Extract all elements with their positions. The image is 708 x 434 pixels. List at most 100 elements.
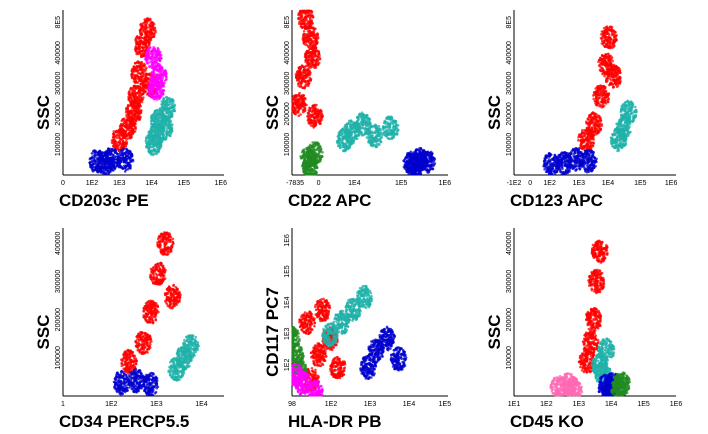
data-point (311, 169, 315, 172)
data-point (320, 118, 324, 121)
data-point (339, 129, 343, 133)
data-point (155, 89, 158, 93)
data-point (151, 48, 155, 51)
data-point (316, 109, 319, 113)
data-point (315, 166, 319, 169)
data-point (342, 143, 346, 146)
data-point (125, 148, 129, 151)
data-point (138, 85, 141, 89)
data-point (152, 35, 156, 38)
data-point (306, 148, 310, 152)
data-point (162, 130, 165, 133)
data-point (168, 102, 172, 106)
data-point (162, 101, 166, 104)
data-point (114, 130, 118, 133)
data-point (124, 153, 128, 156)
data-point (128, 96, 131, 100)
data-point (131, 131, 135, 135)
data-point (132, 104, 136, 108)
data-point (117, 165, 121, 169)
data-point (301, 36, 305, 40)
data-point (170, 127, 174, 130)
data-point (144, 138, 148, 141)
data-point (307, 82, 311, 86)
data-point (135, 51, 139, 54)
data-point (384, 129, 388, 132)
data-point (342, 145, 346, 149)
data-point (304, 80, 307, 83)
data-point (302, 30, 306, 33)
data-point (133, 109, 136, 112)
data-point (139, 82, 143, 86)
data-point (118, 156, 121, 159)
data-point (125, 141, 129, 145)
data-point (296, 70, 299, 73)
data-point (296, 78, 299, 81)
data-point (140, 70, 144, 73)
data-point (310, 33, 313, 36)
data-point (306, 163, 309, 166)
data-point (125, 124, 128, 127)
data-point (89, 165, 93, 168)
data-point (145, 62, 149, 65)
data-point (131, 120, 134, 124)
data-point (144, 42, 148, 46)
data-point (113, 140, 117, 143)
data-point (314, 156, 317, 160)
data-point (145, 58, 148, 62)
data-point (150, 140, 154, 143)
data-point (361, 133, 364, 136)
data-point (120, 166, 123, 169)
data-point (361, 126, 365, 130)
data-point (101, 156, 105, 160)
data-point (164, 103, 168, 106)
data-point (160, 95, 163, 98)
data-point (337, 136, 341, 140)
data-point (302, 161, 306, 164)
data-point (153, 74, 157, 77)
data-point (152, 112, 156, 115)
data-point (145, 66, 148, 70)
data-point (165, 75, 168, 79)
data-point (133, 69, 136, 72)
data-point (316, 120, 320, 123)
data-point (129, 123, 133, 126)
data-point (383, 131, 386, 135)
data-point (150, 145, 153, 149)
data-point (388, 126, 392, 129)
data-point (357, 126, 360, 129)
data-point (148, 73, 151, 77)
data-point (340, 139, 343, 142)
data-point (135, 35, 139, 38)
data-point (109, 158, 112, 162)
data-point (151, 153, 155, 157)
data-point (317, 155, 321, 159)
x-tick-label: 1E5 (178, 180, 191, 187)
data-point (167, 122, 170, 125)
data-point (146, 77, 150, 80)
data-point (158, 57, 161, 61)
data-point (138, 116, 141, 119)
data-point (129, 101, 133, 105)
data-point (133, 62, 137, 65)
data-point (99, 171, 103, 174)
data-point (92, 159, 95, 162)
data-point (122, 124, 125, 127)
y-tick-label: 8E5 (55, 16, 62, 29)
data-point (152, 57, 156, 61)
data-point (402, 159, 406, 162)
data-point (121, 154, 125, 157)
data-point (93, 150, 96, 154)
data-point (374, 144, 378, 147)
x-tick-label: 1E2 (86, 180, 99, 187)
data-point (374, 125, 377, 128)
data-point (301, 155, 304, 159)
data-point (160, 76, 164, 79)
data-point (299, 73, 302, 77)
data-point (133, 85, 136, 88)
data-point (298, 20, 301, 24)
data-point (135, 40, 139, 43)
data-point (128, 125, 132, 128)
data-point (311, 145, 315, 149)
data-point (320, 114, 324, 117)
